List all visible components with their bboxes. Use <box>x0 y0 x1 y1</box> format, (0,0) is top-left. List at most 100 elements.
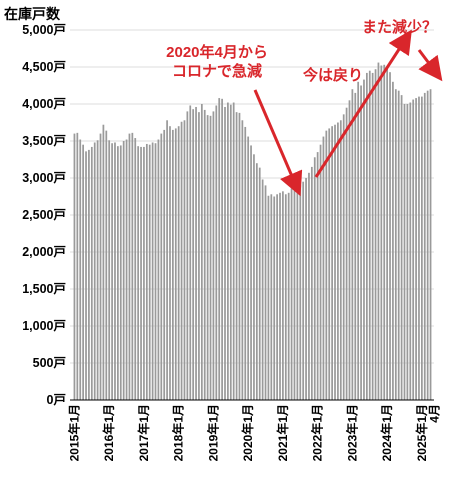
arrow-covid-drop <box>253 89 303 197</box>
bar <box>134 138 137 401</box>
x-tick-label: 2024年1月 <box>379 404 394 461</box>
bar <box>76 132 79 401</box>
x-tick-label: 2017年1月 <box>136 404 151 461</box>
bar <box>195 106 197 401</box>
bar <box>267 195 270 400</box>
bar <box>192 109 195 401</box>
x-tick-label: 4月 <box>428 404 442 423</box>
bar <box>128 133 131 400</box>
bar <box>227 102 229 401</box>
bar <box>253 154 255 400</box>
bar <box>360 85 362 400</box>
bar <box>172 129 174 400</box>
bar <box>151 142 154 401</box>
bar <box>284 194 287 400</box>
bar <box>299 185 302 400</box>
bar <box>183 120 186 400</box>
bar <box>154 143 157 400</box>
y-tick-label: 2,500戸 <box>22 208 66 222</box>
bar <box>415 98 417 400</box>
bar <box>261 179 264 400</box>
bar <box>342 114 345 401</box>
bar <box>397 90 400 401</box>
bar <box>313 157 316 400</box>
bar <box>111 143 113 400</box>
bar <box>209 115 212 400</box>
annotation-covid: 2020年4月から コロナで急減 <box>152 43 282 81</box>
bar <box>119 145 122 400</box>
bar <box>200 104 203 400</box>
x-tick-label: 2020年1月 <box>240 404 255 461</box>
bar <box>177 126 180 400</box>
bar <box>328 128 331 401</box>
bar <box>348 100 351 401</box>
x-tick-label: 2018年1月 <box>171 404 186 461</box>
bar <box>145 143 148 400</box>
x-tick-label: 2021年1月 <box>275 404 290 461</box>
bar <box>290 188 293 400</box>
bar <box>255 163 258 400</box>
bar <box>310 166 313 400</box>
bar <box>374 69 377 400</box>
bar <box>180 121 183 400</box>
bar <box>238 112 241 400</box>
bar <box>345 107 348 400</box>
bar <box>137 146 140 400</box>
bar <box>82 144 84 400</box>
y-tick-label: 0戸 <box>47 393 66 407</box>
bar <box>88 149 90 400</box>
bar <box>406 104 409 400</box>
gridlines <box>70 29 434 364</box>
bar <box>322 136 325 400</box>
bar <box>383 64 386 400</box>
y-tick-label: 1,000戸 <box>22 319 66 333</box>
bar <box>365 72 368 401</box>
bar <box>392 81 394 401</box>
bar <box>102 124 105 400</box>
annotation-covid-line1: 2020年4月から <box>166 44 268 61</box>
bars <box>73 62 432 401</box>
bar <box>215 105 218 400</box>
bar <box>148 144 151 400</box>
y-tick-labels: 0戸 500戸 1,000戸 1,500戸 2,000戸 2,500戸 3,000戸 3,50… <box>22 23 66 407</box>
bar <box>85 151 87 400</box>
bar <box>296 183 299 400</box>
bar <box>174 128 177 401</box>
bar <box>105 130 108 400</box>
bar <box>337 122 339 400</box>
bar <box>386 67 388 400</box>
x-tick-label: 2022年1月 <box>310 404 325 461</box>
x-tick-labels: 2015年1月 2016年1月 2017年1月 2018年1月 2019年1月 2020年… <box>66 404 441 461</box>
bar <box>426 90 429 401</box>
x-tick-label: 2023年1月 <box>344 404 359 461</box>
bar <box>276 194 278 400</box>
bar <box>418 96 420 400</box>
bar <box>229 104 232 401</box>
arrow-recovery <box>314 29 412 178</box>
bar <box>212 111 215 401</box>
bar <box>206 115 209 400</box>
y-tick-label: 3,500戸 <box>22 134 66 148</box>
y-tick-label: 2,000戸 <box>22 245 66 259</box>
bar <box>354 92 357 401</box>
bar <box>186 111 189 401</box>
bar <box>250 145 252 400</box>
y-tick-label: 3,000戸 <box>22 171 66 185</box>
bar <box>325 130 328 400</box>
bar <box>319 144 322 400</box>
bar <box>125 139 128 400</box>
y-tick-label: 5,000戸 <box>22 23 66 37</box>
bar <box>169 126 171 400</box>
bar <box>357 81 360 401</box>
annotation-arrows <box>253 29 443 197</box>
bar <box>258 167 261 400</box>
bar <box>293 185 296 400</box>
bar <box>429 89 432 400</box>
bar <box>99 133 102 400</box>
bar <box>409 102 412 401</box>
bar <box>282 191 284 400</box>
bar <box>316 152 319 400</box>
bar <box>93 142 96 401</box>
bar <box>221 98 223 400</box>
